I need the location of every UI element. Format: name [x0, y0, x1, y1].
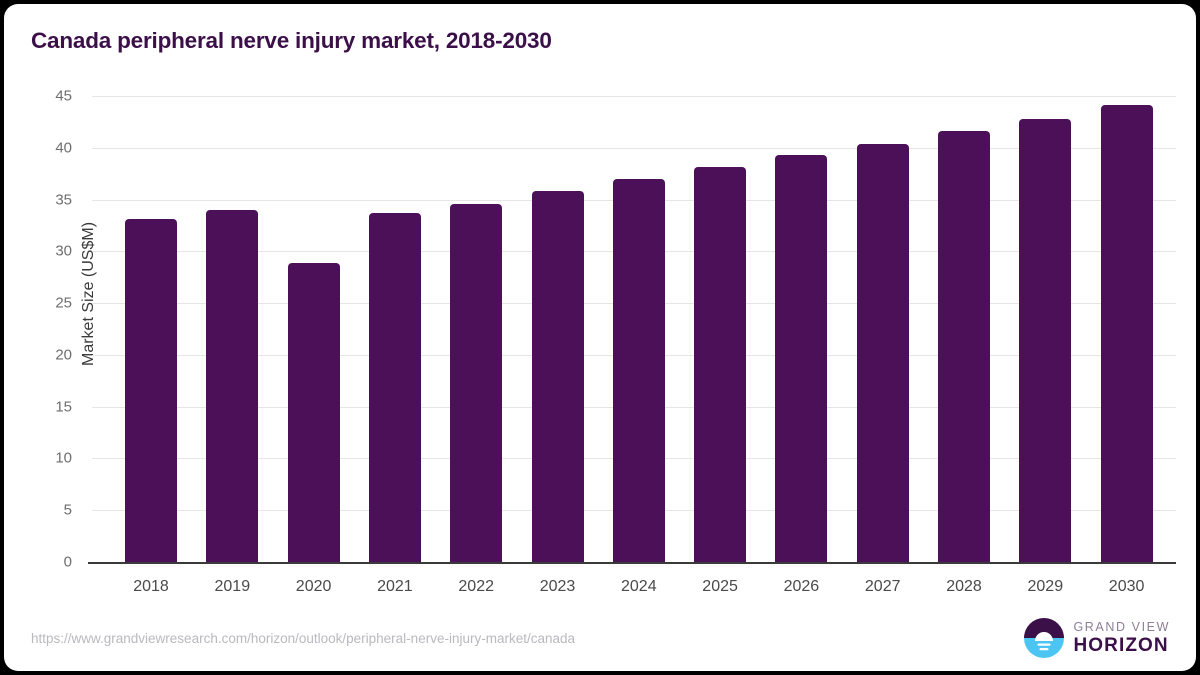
x-axis-tick-label-2029: 2029: [1027, 578, 1064, 595]
x-axis-tick-label-2018: 2018: [133, 578, 169, 595]
x-axis-tick-label-2019: 2019: [214, 578, 251, 595]
x-axis-tick-label-2026: 2026: [783, 578, 820, 595]
bar-2026[interactable]: [775, 155, 828, 562]
bar-2030[interactable]: [1100, 105, 1153, 562]
bar-2025[interactable]: [694, 167, 747, 562]
x-axis-line: [88, 562, 1176, 564]
x-axis-tick-label-2020: 2020: [295, 578, 332, 595]
bar-2023[interactable]: [531, 191, 584, 562]
chart-card: Canada peripheral nerve injury market, 2…: [4, 4, 1196, 671]
bar-series: [88, 96, 1176, 562]
bar-2029[interactable]: [1019, 118, 1072, 562]
bar-2018[interactable]: [125, 219, 177, 562]
bar-2028[interactable]: [938, 131, 990, 562]
y-axis-tick-label: 45: [55, 87, 72, 105]
x-axis-tick-label-2030: 2030: [1108, 578, 1145, 595]
x-axis-tick-label-2028: 2028: [946, 578, 982, 595]
x-axis-tick-label-2024: 2024: [621, 578, 657, 595]
x-axis-tick-label-2027: 2027: [864, 578, 901, 595]
x-axis-tick-label-2025: 2025: [702, 578, 738, 595]
bar-2019[interactable]: [206, 209, 259, 562]
bar-2027[interactable]: [856, 143, 909, 562]
gridline: [92, 96, 1176, 97]
x-axis-tick-label-2023: 2023: [539, 578, 576, 595]
y-axis-tick-label: 0: [63, 553, 72, 571]
source-url[interactable]: https://www.grandviewresearch.com/horizo…: [31, 631, 576, 646]
logo-line-horizon: HORIZON: [1073, 635, 1169, 657]
grand-view-horizon-logo-icon: [1024, 618, 1065, 658]
y-axis-tick-label: 20: [55, 346, 72, 364]
logo-line-grand-view: GRAND VIEW: [1073, 619, 1170, 634]
bar-2022[interactable]: [450, 203, 503, 562]
bar-2024[interactable]: [612, 178, 665, 562]
y-axis-tick-label: 25: [55, 294, 72, 312]
y-axis-tick-label: 5: [63, 501, 72, 519]
bar-2021[interactable]: [368, 213, 421, 562]
brand-logo[interactable]: GRAND VIEW HORIZON: [1024, 618, 1170, 658]
logo-wordmark: GRAND VIEW HORIZON: [1073, 621, 1170, 656]
gridline: [92, 147, 1176, 149]
y-axis-tick-label: 15: [55, 398, 72, 416]
plot-area: Market Size (US$M) 0 5 10 15 20 25 30 35 40 45 20…: [55, 88, 1176, 595]
x-axis-tick-label-2021: 2021: [377, 578, 413, 595]
x-axis-tick-label-2022: 2022: [458, 578, 494, 595]
y-axis-tick-label: 10: [55, 449, 72, 467]
y-axis-tick-label: 30: [55, 242, 72, 260]
page-title: Canada peripheral nerve injury market, 2…: [31, 28, 552, 53]
y-axis-tick-label: 35: [55, 191, 72, 209]
y-axis-tick-label: 40: [55, 139, 72, 157]
bar-2020[interactable]: [287, 262, 340, 562]
